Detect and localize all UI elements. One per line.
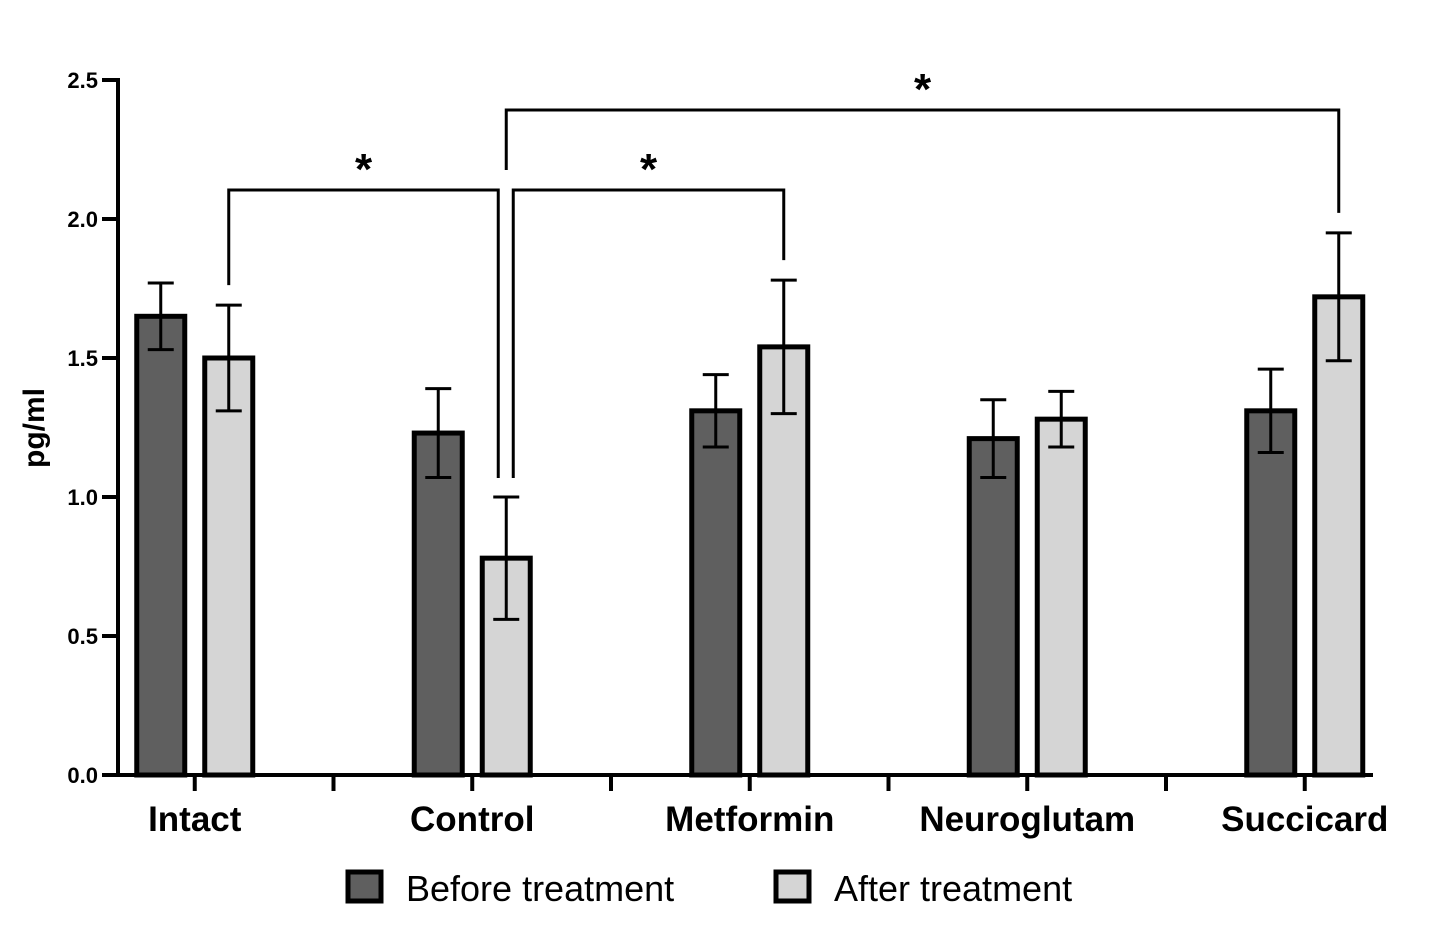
x-tick-label-neuroglutam: Neuroglutam [919,800,1135,839]
y-tick-label: 2.5 [67,68,98,93]
legend: Before treatment After treatment [345,868,1072,909]
significance-bracket [504,108,1341,213]
bar-neuroglutam-before [966,436,1020,778]
y-axis-title: pg/ml [18,388,51,468]
x-tick-label-succicard: Succicard [1221,800,1388,839]
significance-bracket [227,188,500,478]
bar-succicard-before [1244,408,1298,778]
x-tick-label-control: Control [410,800,534,839]
significance-layer: * * * [227,65,1341,478]
significance-star: * [640,145,658,194]
y-tick-label: 2.0 [67,207,98,232]
bar-succicard-after [1312,294,1366,778]
bars-layer [134,294,1366,778]
x-tick-label-intact: Intact [148,800,242,839]
axes-layer: 0.0 0.5 1.0 1.5 2.0 2.5 Intact Control Metformin… [67,68,1388,839]
legend-swatch-before [345,869,384,904]
legend-swatch-after [773,869,812,904]
y-tick-label: 0.0 [67,763,98,788]
x-tick-label-metformin: Metformin [665,800,834,839]
significance-star: * [914,65,932,114]
y-tick-label: 1.0 [67,485,98,510]
legend-label-after: After treatment [834,868,1072,909]
error-bars-layer [147,231,1352,621]
y-tick-label: 0.5 [67,624,98,649]
y-tick-label: 1.5 [67,346,98,371]
bar-intact-before [134,313,188,778]
legend-label-before: Before treatment [406,868,674,909]
significance-star: * [355,145,373,194]
significance-bracket [511,188,786,478]
bar-control-before [411,430,465,778]
bar-metformin-before [689,408,743,778]
bar-intact-after [202,355,256,778]
bar-neuroglutam-after [1034,416,1088,778]
